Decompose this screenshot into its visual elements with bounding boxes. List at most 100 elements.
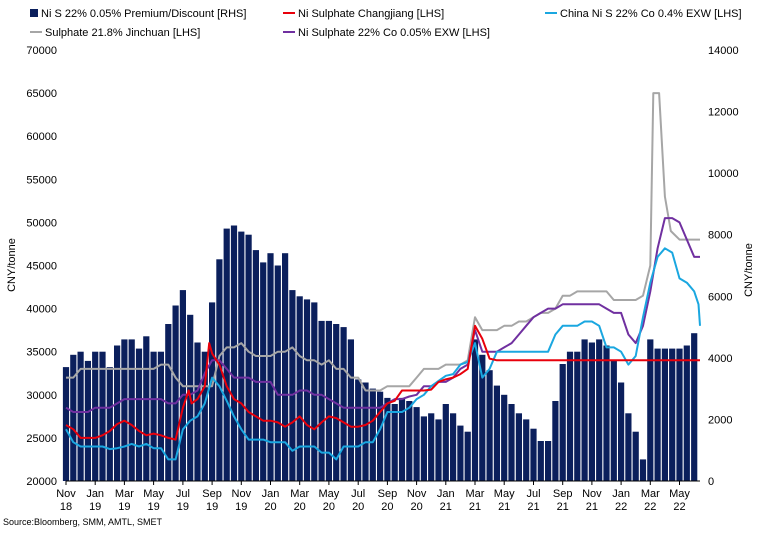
x-tick-month-19: Jan bbox=[612, 488, 630, 500]
bar-71 bbox=[581, 339, 588, 481]
bar-72 bbox=[588, 342, 595, 481]
legend-label-bars: Ni S 22% 0.05% Premium/Discount [RHS] bbox=[41, 8, 246, 20]
bar-69 bbox=[566, 351, 574, 481]
bar-62 bbox=[515, 413, 522, 481]
bar-28 bbox=[267, 253, 274, 481]
bar-76 bbox=[618, 382, 625, 481]
bar-47 bbox=[406, 401, 413, 481]
bar-19 bbox=[201, 351, 208, 481]
x-tick-month-8: Mar bbox=[290, 488, 309, 500]
y-tick-left-1: 25000 bbox=[26, 433, 57, 445]
x-tick-month-18: Nov bbox=[582, 488, 602, 500]
x-tick-month-21: May bbox=[669, 488, 690, 500]
bar-68 bbox=[559, 364, 566, 481]
bar-49 bbox=[420, 416, 427, 481]
x-tick-month-10: Jul bbox=[351, 488, 365, 500]
bar-58 bbox=[486, 370, 493, 481]
y-tick-left-8: 60000 bbox=[26, 131, 57, 143]
lines-layer bbox=[65, 92, 701, 461]
y-tick-right-3: 6000 bbox=[708, 291, 732, 303]
x-tick-month-16: Jul bbox=[526, 488, 540, 500]
x-tick-year-19: 22 bbox=[615, 501, 627, 513]
x-tick-month-1: Jan bbox=[86, 488, 104, 500]
y-tick-left-6: 50000 bbox=[26, 217, 57, 229]
bar-20 bbox=[209, 302, 216, 481]
bar-65 bbox=[537, 441, 544, 481]
axes-layer: 2000025000300003500040000450005000055000… bbox=[26, 45, 738, 513]
bar-30 bbox=[282, 253, 289, 481]
x-tick-year-12: 20 bbox=[410, 501, 422, 513]
bar-79 bbox=[639, 459, 647, 481]
series-line-0 bbox=[65, 324, 700, 441]
bar-39 bbox=[347, 339, 354, 481]
y-axis-title-left: CNY/tonne bbox=[6, 238, 18, 292]
x-tick-year-3: 19 bbox=[147, 501, 159, 513]
bar-75 bbox=[610, 360, 617, 481]
x-tick-month-9: May bbox=[319, 488, 340, 500]
x-tick-year-14: 21 bbox=[469, 501, 481, 513]
bar-22 bbox=[223, 228, 230, 481]
x-tick-month-4: Jul bbox=[176, 488, 190, 500]
y-tick-right-4: 8000 bbox=[708, 230, 732, 242]
bar-8 bbox=[121, 339, 128, 481]
y-tick-left-7: 55000 bbox=[26, 174, 57, 186]
series-line-3 bbox=[65, 217, 700, 413]
bar-66 bbox=[545, 441, 552, 481]
bar-7 bbox=[114, 345, 121, 481]
bar-15 bbox=[172, 305, 179, 481]
x-tick-year-4: 19 bbox=[177, 501, 189, 513]
bar-48 bbox=[413, 407, 420, 481]
bar-53 bbox=[450, 413, 457, 481]
x-tick-month-11: Sep bbox=[378, 488, 398, 500]
bar-57 bbox=[479, 354, 486, 481]
bar-1 bbox=[70, 354, 77, 481]
x-tick-month-15: May bbox=[494, 488, 515, 500]
x-tick-month-2: Mar bbox=[115, 488, 134, 500]
bar-34 bbox=[311, 302, 318, 481]
x-tick-year-7: 20 bbox=[264, 501, 276, 513]
bar-73 bbox=[596, 339, 603, 481]
x-tick-year-0: 18 bbox=[60, 501, 72, 513]
bar-74 bbox=[603, 345, 610, 481]
y-tick-left-2: 30000 bbox=[26, 390, 57, 402]
bar-11 bbox=[143, 336, 150, 481]
bar-0 bbox=[62, 367, 70, 481]
bar-59 bbox=[493, 385, 500, 481]
bar-81 bbox=[654, 348, 661, 481]
bar-32 bbox=[296, 296, 303, 481]
bar-9 bbox=[128, 339, 135, 481]
bar-51 bbox=[435, 419, 442, 481]
bar-60 bbox=[501, 394, 508, 481]
legend-label-jinchuan: Sulphate 21.8% Jinchuan [LHS] bbox=[45, 27, 200, 39]
bar-78 bbox=[632, 431, 639, 481]
y-tick-right-1: 2000 bbox=[708, 414, 732, 426]
bar-3 bbox=[84, 360, 91, 481]
x-tick-year-21: 22 bbox=[673, 501, 685, 513]
x-tick-year-6: 19 bbox=[235, 501, 247, 513]
bar-45 bbox=[391, 404, 398, 481]
x-tick-year-5: 19 bbox=[206, 501, 218, 513]
bar-42 bbox=[369, 388, 376, 481]
bar-4 bbox=[92, 351, 99, 481]
bar-27 bbox=[260, 262, 267, 481]
x-tick-month-5: Sep bbox=[202, 488, 222, 500]
y-tick-left-3: 35000 bbox=[26, 347, 57, 359]
y-tick-right-2: 4000 bbox=[708, 353, 732, 365]
bar-5 bbox=[99, 351, 106, 481]
bar-35 bbox=[318, 320, 325, 481]
x-tick-year-9: 20 bbox=[323, 501, 335, 513]
bar-29 bbox=[274, 265, 281, 481]
bar-70 bbox=[574, 351, 581, 481]
bar-85 bbox=[683, 345, 690, 481]
bars-layer bbox=[62, 225, 698, 481]
y-tick-left-0: 20000 bbox=[26, 476, 57, 488]
y-tick-right-5: 10000 bbox=[708, 168, 739, 180]
x-tick-year-18: 21 bbox=[586, 501, 598, 513]
x-tick-year-10: 20 bbox=[352, 501, 364, 513]
bar-84 bbox=[676, 348, 683, 481]
bar-40 bbox=[355, 379, 362, 481]
bar-54 bbox=[457, 425, 464, 481]
bar-10 bbox=[135, 348, 143, 481]
bar-41 bbox=[362, 382, 369, 481]
